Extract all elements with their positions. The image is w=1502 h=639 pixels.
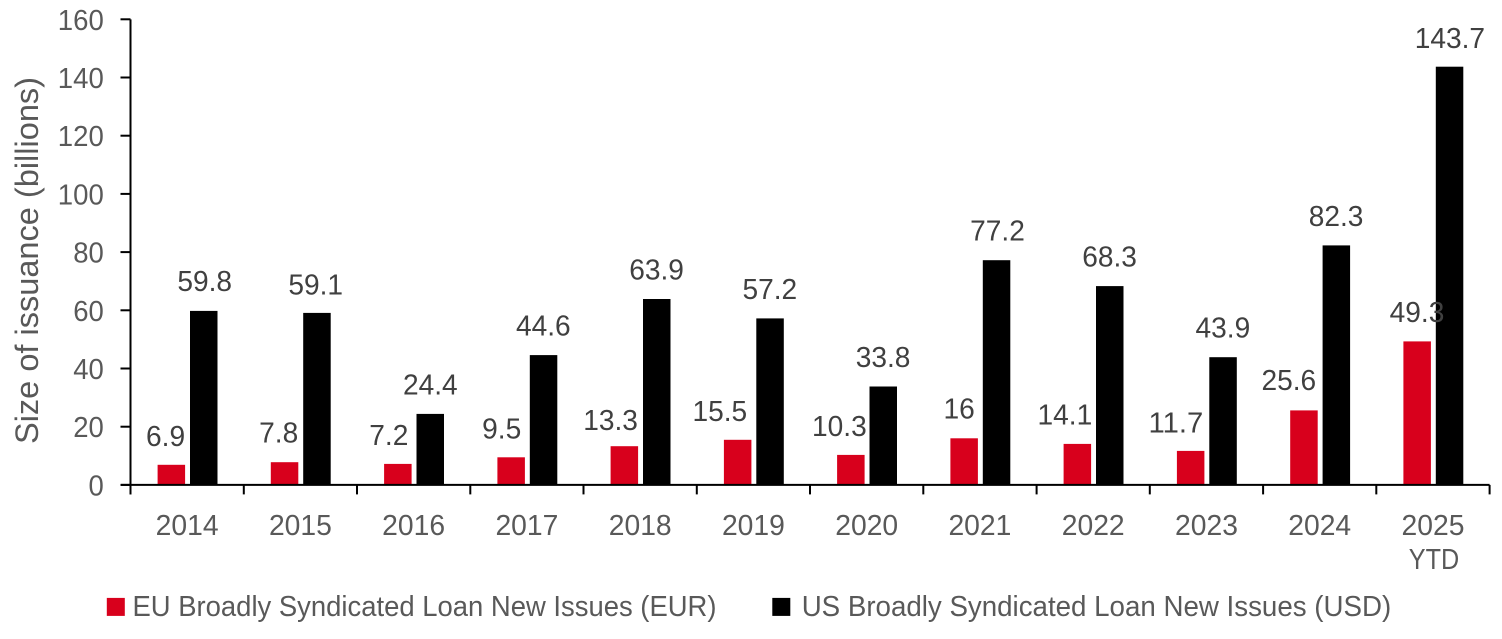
svg-text:140: 140 [58,63,104,95]
svg-text:Size of issuance (billions): Size of issuance (billions) [9,77,45,444]
svg-text:82.3: 82.3 [1309,201,1364,233]
svg-text:10.3: 10.3 [812,411,867,443]
svg-text:2015: 2015 [269,510,332,542]
svg-text:120: 120 [58,121,104,153]
svg-text:9.5: 9.5 [482,414,521,446]
svg-text:100: 100 [58,179,104,211]
svg-text:2025: 2025 [1402,510,1465,542]
svg-text:40: 40 [73,354,104,386]
svg-text:16: 16 [943,394,974,426]
svg-text:EU Broadly Syndicated Loan New: EU Broadly Syndicated Loan New Issues (E… [133,591,717,623]
svg-text:2024: 2024 [1288,510,1351,542]
svg-text:2022: 2022 [1062,510,1125,542]
svg-text:24.4: 24.4 [403,370,458,402]
svg-text:57.2: 57.2 [742,274,797,306]
svg-text:20: 20 [73,412,104,444]
svg-text:80: 80 [73,238,104,270]
svg-text:2018: 2018 [609,510,672,542]
svg-text:60: 60 [73,296,104,328]
svg-text:US Broadly Syndicated Loan New: US Broadly Syndicated Loan New Issues (U… [802,591,1391,623]
svg-text:7.8: 7.8 [259,418,298,450]
svg-text:YTD: YTD [1409,544,1459,576]
svg-text:63.9: 63.9 [629,254,684,286]
svg-text:77.2: 77.2 [970,216,1025,248]
svg-text:59.1: 59.1 [288,269,343,301]
svg-text:7.2: 7.2 [369,420,408,452]
svg-text:143.7: 143.7 [1415,23,1485,55]
svg-text:33.8: 33.8 [856,342,911,374]
svg-text:68.3: 68.3 [1082,242,1137,274]
svg-text:2017: 2017 [495,510,558,542]
svg-text:14.1: 14.1 [1038,400,1093,432]
svg-text:2014: 2014 [156,510,219,542]
svg-text:59.8: 59.8 [177,266,232,298]
svg-text:2016: 2016 [382,510,445,542]
svg-text:25.6: 25.6 [1261,365,1316,397]
svg-text:11.7: 11.7 [1149,407,1204,439]
svg-text:2020: 2020 [835,510,898,542]
svg-text:43.9: 43.9 [1196,313,1251,345]
svg-text:44.6: 44.6 [516,311,571,343]
svg-text:160: 160 [58,5,104,37]
svg-text:49.3: 49.3 [1390,297,1445,329]
svg-text:2023: 2023 [1175,510,1238,542]
svg-text:15.5: 15.5 [692,396,747,428]
svg-text:13.3: 13.3 [583,405,638,437]
svg-text:2019: 2019 [722,510,785,542]
svg-text:2021: 2021 [948,510,1011,542]
svg-text:6.9: 6.9 [146,421,185,453]
svg-text:0: 0 [89,470,104,502]
